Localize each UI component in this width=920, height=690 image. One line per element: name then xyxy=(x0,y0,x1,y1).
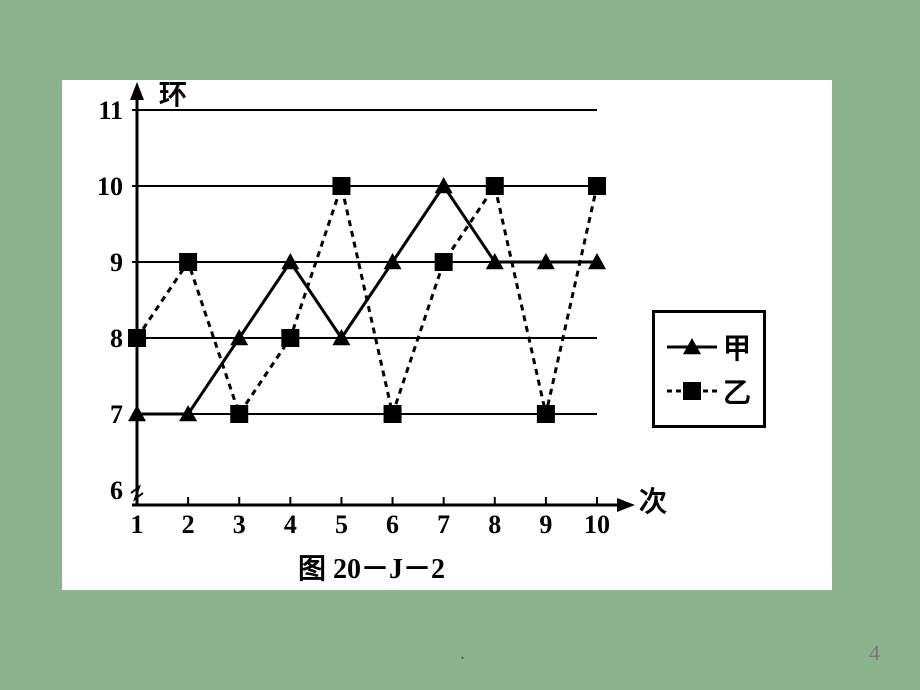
svg-text:4: 4 xyxy=(284,510,297,539)
legend-label: 甲 xyxy=(723,327,751,367)
svg-text:9: 9 xyxy=(110,248,123,277)
legend-label: 乙 xyxy=(723,371,751,411)
svg-text:环: 环 xyxy=(159,80,187,111)
svg-text:10: 10 xyxy=(584,510,610,539)
legend-marker xyxy=(667,337,717,357)
svg-text:1: 1 xyxy=(131,510,144,539)
svg-text:次: 次 xyxy=(639,486,667,518)
legend-box: 甲乙 xyxy=(652,310,766,428)
legend-entry-乙: 乙 xyxy=(667,371,751,411)
svg-text:7: 7 xyxy=(437,510,450,539)
page-number: 4 xyxy=(869,640,880,666)
chart-panel: 6789101112345678910环次 甲乙 图 20－J－2 xyxy=(62,80,832,590)
svg-text:7: 7 xyxy=(110,400,123,429)
svg-text:8: 8 xyxy=(488,510,501,539)
svg-text:3: 3 xyxy=(233,510,246,539)
svg-text:9: 9 xyxy=(539,510,552,539)
legend-marker xyxy=(667,381,717,401)
svg-text:5: 5 xyxy=(335,510,348,539)
legend-entry-甲: 甲 xyxy=(667,327,751,367)
svg-text:10: 10 xyxy=(97,172,123,201)
svg-text:6: 6 xyxy=(386,510,399,539)
svg-text:2: 2 xyxy=(182,510,195,539)
chart-caption: 图 20－J－2 xyxy=(298,547,445,587)
svg-text:6: 6 xyxy=(110,476,123,505)
svg-text:8: 8 xyxy=(110,324,123,353)
footer-dot: . xyxy=(460,642,465,665)
svg-text:11: 11 xyxy=(98,96,123,125)
